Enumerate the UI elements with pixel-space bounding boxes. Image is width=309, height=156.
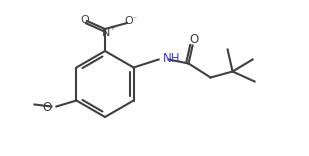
Text: +: + [109,25,115,31]
Text: N: N [102,28,110,38]
Text: O: O [43,101,52,114]
Text: O: O [125,16,133,26]
Text: NH: NH [163,52,180,65]
Text: O: O [81,15,89,25]
Text: ⁻: ⁻ [133,15,137,24]
Text: O: O [189,33,198,46]
